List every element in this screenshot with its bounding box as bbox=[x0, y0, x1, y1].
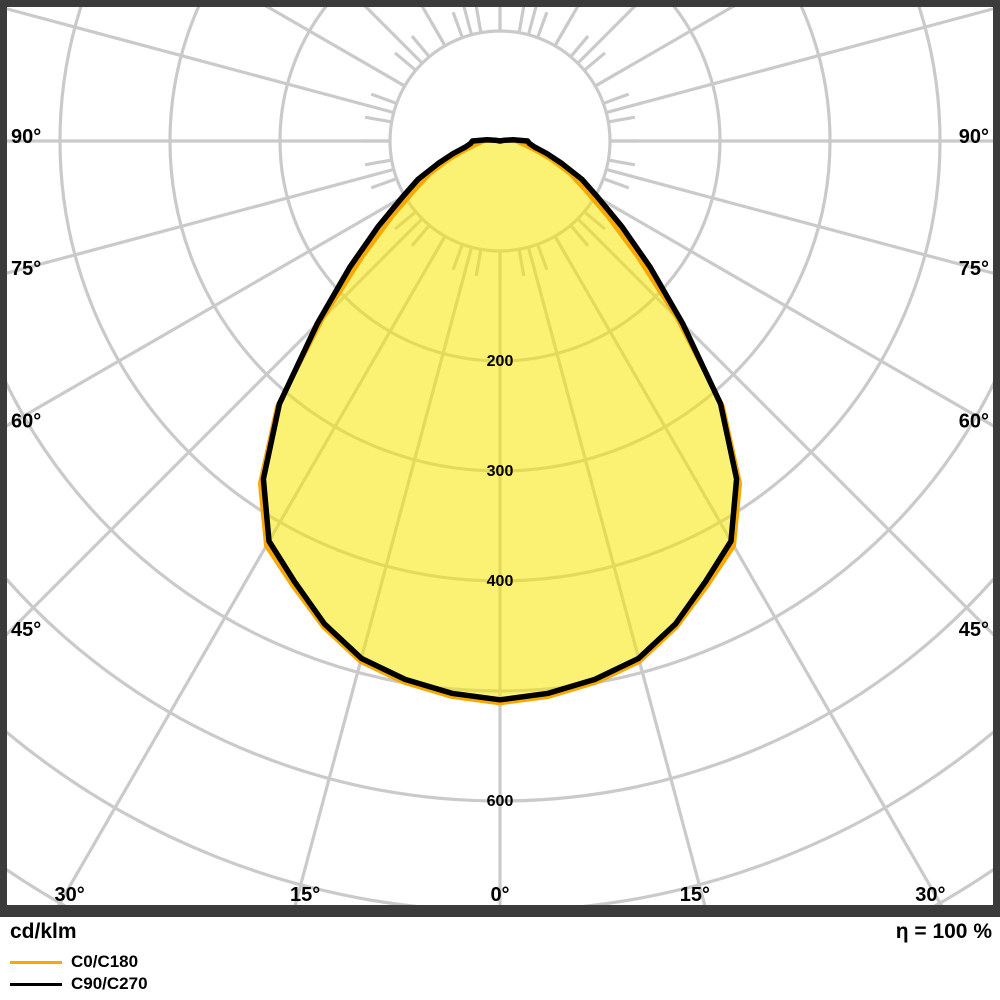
angle-tick bbox=[394, 51, 417, 72]
series-fill-c0-c180 bbox=[260, 140, 740, 704]
unit-label: cd/klm bbox=[10, 920, 77, 943]
legend-row: C0/C180 bbox=[10, 951, 148, 973]
angle-label-bottom: 30° bbox=[55, 884, 85, 906]
ring-value-label: 200 bbox=[487, 353, 514, 370]
angle-tick bbox=[364, 158, 392, 167]
angle-tick bbox=[451, 243, 464, 271]
plot-frame bbox=[0, 0, 1000, 917]
angle-tick bbox=[553, 21, 570, 47]
angle-tick bbox=[430, 21, 447, 47]
angle-label-right: 75° bbox=[959, 258, 989, 280]
angle-tick bbox=[602, 92, 630, 105]
angle-tick bbox=[410, 35, 431, 58]
legend-row: C90/C270 bbox=[10, 973, 148, 995]
angle-label-bottom: 30° bbox=[915, 884, 945, 906]
series-curve-c90-c270 bbox=[260, 137, 740, 703]
ring-value-label: 400 bbox=[487, 573, 514, 590]
radial-gridline bbox=[553, 235, 943, 905]
angle-tick bbox=[594, 71, 620, 88]
angle-tick bbox=[583, 210, 606, 231]
angle-label-left: 75° bbox=[11, 258, 41, 280]
legend-line-swatch bbox=[10, 960, 62, 964]
angle-tick bbox=[608, 115, 636, 124]
legend-line-swatch bbox=[10, 982, 62, 986]
angle-label-left: 60° bbox=[11, 411, 41, 433]
radial-gridline bbox=[605, 167, 993, 275]
angle-tick bbox=[517, 7, 526, 33]
radial-gridline bbox=[7, 7, 395, 115]
angle-tick bbox=[608, 158, 636, 167]
radial-gridline bbox=[605, 7, 993, 115]
angle-tick bbox=[569, 224, 590, 247]
angle-tick bbox=[553, 235, 570, 261]
angle-tick bbox=[602, 177, 630, 190]
radial-gridline bbox=[7, 194, 406, 428]
angle-tick bbox=[451, 11, 464, 39]
radial-gridline bbox=[57, 235, 447, 905]
angle-tick bbox=[430, 235, 447, 261]
radial-gridline bbox=[594, 194, 993, 428]
frame-right bbox=[993, 0, 1000, 917]
angle-tick bbox=[394, 210, 417, 231]
ring-value-label: 300 bbox=[487, 463, 514, 480]
frame-left bbox=[0, 0, 7, 917]
radial-gridline bbox=[576, 217, 993, 637]
angle-label-left: 90° bbox=[11, 126, 41, 148]
angle-label-bottom: 15° bbox=[680, 884, 710, 906]
legend-label: C90/C270 bbox=[71, 974, 148, 993]
labels: 200 300 400 600 90° 75° 60° 45° 90° 75° 60° 45° 30° 1… bbox=[11, 126, 989, 906]
angle-tick bbox=[569, 35, 590, 58]
angle-tick bbox=[380, 71, 406, 88]
angle-tick bbox=[536, 243, 549, 271]
angle-tick bbox=[517, 249, 526, 277]
angle-label-bottom: 15° bbox=[290, 884, 320, 906]
angle-tick bbox=[364, 115, 392, 124]
angle-label-left: 45° bbox=[11, 619, 41, 641]
angle-label-bottom: 0° bbox=[490, 884, 509, 906]
legend: C0/C180 C90/C270 bbox=[10, 951, 148, 995]
frame-bottom bbox=[0, 905, 1000, 917]
series-fill-c90-c270 bbox=[263, 139, 737, 700]
radial-gridline bbox=[526, 246, 707, 905]
radial-gridline bbox=[7, 217, 424, 637]
angle-tick bbox=[370, 177, 398, 190]
ring-value-label: 600 bbox=[487, 793, 514, 810]
frame-top bbox=[0, 0, 1000, 7]
angle-label-right: 60° bbox=[959, 411, 989, 433]
radial-gridline bbox=[7, 167, 395, 275]
angle-tick bbox=[370, 92, 398, 105]
angle-tick bbox=[474, 249, 483, 277]
efficiency-label: η = 100 % bbox=[895, 920, 992, 943]
angle-label-right: 90° bbox=[959, 126, 989, 148]
radial-gridline bbox=[293, 246, 474, 905]
angle-label-right: 45° bbox=[959, 619, 989, 641]
angle-tick bbox=[474, 7, 483, 33]
legend-label: C0/C180 bbox=[71, 952, 139, 971]
angle-tick bbox=[536, 11, 549, 39]
angle-tick bbox=[410, 224, 431, 247]
angle-tick bbox=[583, 51, 606, 72]
